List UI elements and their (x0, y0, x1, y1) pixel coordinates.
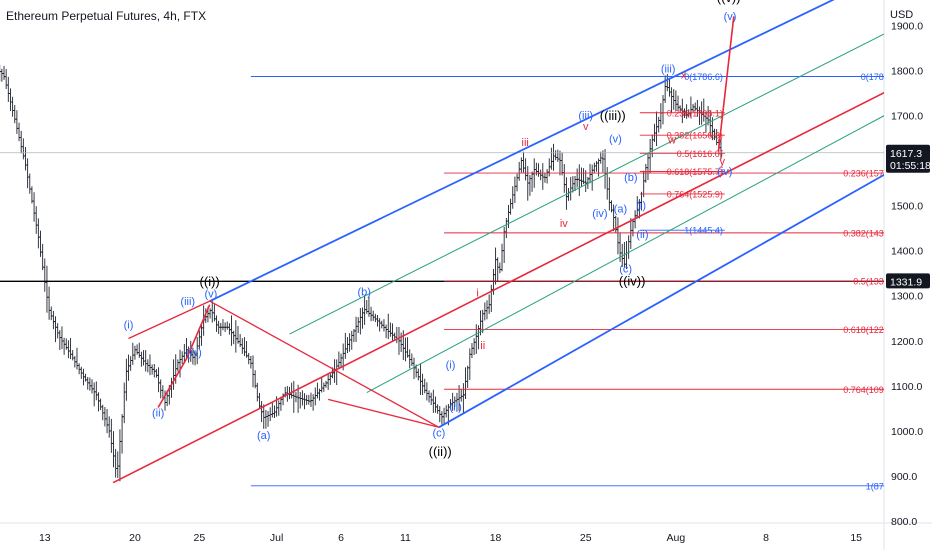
price-tag (886, 273, 930, 289)
wave-segment (327, 398, 440, 428)
wave-label: v (583, 121, 589, 133)
y-tick-label: 1400.0 (891, 246, 923, 258)
wave-label: (v) (205, 289, 218, 301)
x-tick-label: 8 (763, 532, 769, 544)
y-tick-label: 1500.0 (891, 201, 923, 213)
price-tag-label: 1617.3 (890, 148, 922, 160)
x-tick-label: 25 (194, 532, 206, 544)
wave-label: (c) (432, 427, 445, 439)
wave-label: (iv) (187, 347, 202, 359)
y-tick-label: 1900.0 (891, 20, 923, 32)
pitchfork-channel[interactable] (112, 0, 901, 484)
wave-label: (a) (614, 203, 627, 215)
fib-large-level-label: 0.236(1572.2) (843, 169, 899, 179)
fib-small-blue-level-label: 1(1445.4) (684, 226, 723, 236)
channel-line-lower-green (366, 115, 884, 394)
y-tick-label: 1300.0 (891, 291, 923, 303)
wave-label: (ii) (450, 402, 462, 414)
currency-label: USD (890, 9, 914, 21)
fib-large-level-label: 0.382(1439.5) (843, 228, 899, 238)
wave-label: (i) (446, 360, 456, 372)
wave-label: ((ii)) (429, 444, 452, 459)
wave-label: (b) (357, 287, 370, 299)
channel-line-lower-blue (438, 173, 884, 429)
wave-label: (i) (124, 320, 134, 332)
price-tag-label: 1331.9 (890, 276, 922, 288)
wave-label: ((v)) (717, 0, 741, 5)
wave-label: (iii) (661, 64, 676, 76)
fib-large-blue-level-label: 1(878.0) (866, 481, 900, 491)
y-tick-label: 1800.0 (891, 65, 923, 77)
x-tick-label: 13 (39, 532, 51, 544)
fib-small-level-label: 0.382(1656.3) (667, 131, 723, 141)
x-tick-label: 11 (400, 532, 411, 544)
wave-label: ((i)) (200, 274, 220, 289)
wave-label: (iv) (592, 208, 607, 220)
x-tick-label: 15 (850, 532, 862, 544)
wave-label: ((iv)) (619, 273, 646, 288)
x-tick-label: Jul (270, 532, 283, 544)
wave-label: (v) (724, 11, 737, 23)
x-tick-label: 6 (338, 532, 344, 544)
wave-segment (128, 300, 440, 428)
wave-label: ((iii)) (600, 108, 626, 123)
y-tick-label: 800.0 (891, 516, 917, 528)
wave-label: (i) (636, 200, 646, 212)
fib-small-blue-level-label: 0(1786.6) (684, 72, 723, 82)
fib-large-blue-level-label: 0(1786.6) (861, 72, 900, 82)
wave-label: (c) (619, 263, 632, 275)
channel-line-median-red (112, 91, 884, 484)
y-tick-label: 1200.0 (891, 336, 923, 348)
wave-label: iii (522, 137, 529, 149)
wave-label: i (476, 288, 478, 300)
y-tick-label: 1100.0 (891, 381, 922, 393)
wave-label: y (720, 156, 726, 168)
wave-label: iv (560, 218, 568, 230)
channel-line-upper-green (289, 33, 884, 335)
fibonacci-levels[interactable]: 0.236(1572.2) 0.382(1439.5) 0.5(1332.3) 0.6… (0, 72, 901, 491)
x-tick-label: 20 (129, 532, 141, 544)
fib-small-level-label: 0.618(1575.7) (667, 167, 723, 177)
wave-label: (ii) (636, 229, 648, 241)
wave-label: ii (480, 340, 485, 352)
y-tick-label: 1700.0 (891, 111, 923, 123)
elliott-wave-labels: ((i))(v)(iii)(i)(iv)(ii)(a)(b)(i)(ii)(c)… (124, 0, 741, 459)
x-tick-label: 25 (580, 532, 592, 544)
x-tick-label: 18 (490, 532, 502, 544)
price-tag (886, 144, 930, 173)
y-tick-label: 1000.0 (891, 426, 923, 438)
chart-title: Ethereum Perpetual Futures, 4h, FTX (6, 9, 207, 23)
channel-line-upper-blue (209, 0, 835, 302)
wave-label: x (681, 70, 687, 82)
wave-label: (iv) (717, 166, 732, 178)
x-tick-label: Aug (667, 532, 686, 544)
price-tag-timer: 01:55:18 (890, 160, 931, 172)
fib-large-level-label: 0.764(1092.4) (843, 385, 899, 395)
wave-label: w (667, 134, 676, 146)
fib-small-level-label: 0.236(1706.1) (667, 108, 723, 118)
fib-large-level-label: 0.618(1225.1) (843, 325, 899, 335)
wave-label: (iii) (578, 110, 593, 122)
wave-segment (717, 16, 735, 152)
y-tick-label: 900.0 (891, 471, 917, 483)
fib-small-level-label: 0.764(1525.9) (667, 189, 723, 199)
fib-small-level-label: 0.5(1616.0) (677, 149, 723, 159)
wave-label: (ii) (152, 407, 164, 419)
wave-label: (b) (624, 172, 637, 184)
x-axis: 13 20 25 Jul 6 11 18 25 Aug 8 15 (39, 532, 862, 544)
wave-label: (iii) (180, 296, 195, 308)
y-axis: 800.0 900.0 1000.0 1100.0 1200.0 1300.0 1400.0… (886, 20, 931, 528)
wave-label: (v) (609, 134, 622, 146)
wave-label: (a) (257, 430, 270, 442)
wave-segment (157, 304, 211, 408)
fib-large-level-label: 0.5(1332.3) (853, 277, 899, 287)
